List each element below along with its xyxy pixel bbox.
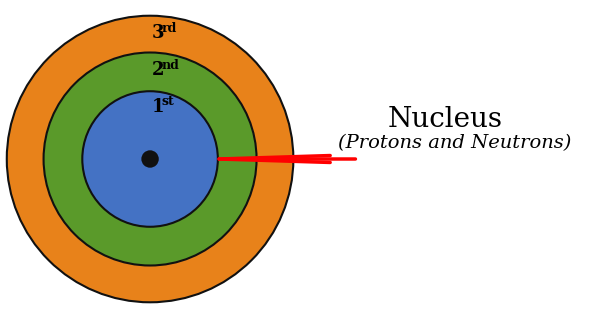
Circle shape <box>7 16 293 302</box>
Text: Nucleus: Nucleus <box>388 106 503 133</box>
Text: (Protons and Neutrons): (Protons and Neutrons) <box>339 135 572 153</box>
Circle shape <box>82 91 218 227</box>
Circle shape <box>43 52 256 266</box>
Text: 2: 2 <box>152 61 164 79</box>
Text: 1: 1 <box>152 98 164 116</box>
Text: rd: rd <box>162 22 177 35</box>
Circle shape <box>142 150 159 168</box>
Text: 3: 3 <box>152 24 164 42</box>
Text: st: st <box>162 95 174 108</box>
Text: nd: nd <box>162 59 180 72</box>
